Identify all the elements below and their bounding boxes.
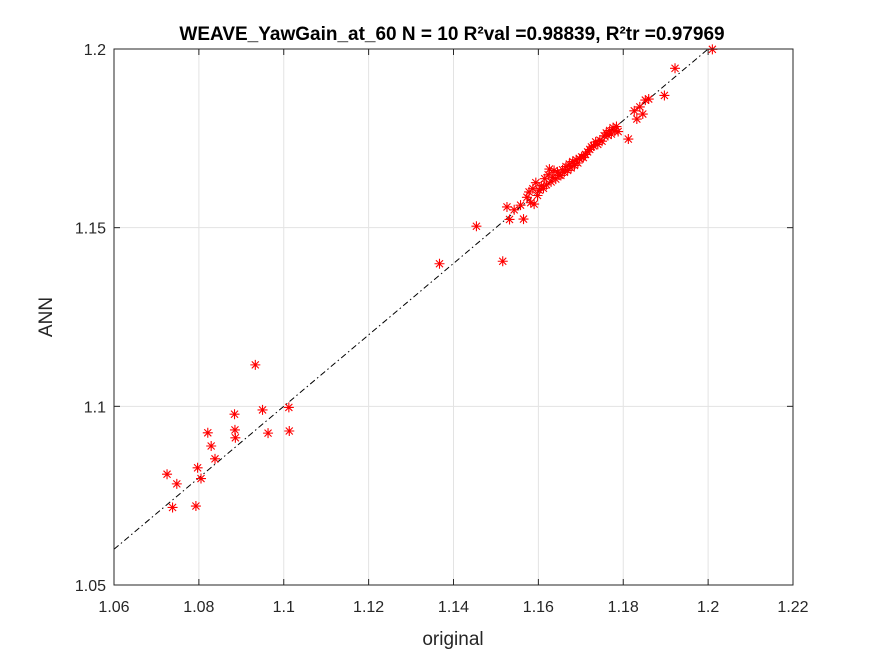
x-tick-label: 1.1: [273, 599, 295, 616]
data-point: [566, 162, 577, 173]
data-point: [631, 114, 642, 125]
data-point: [670, 63, 681, 74]
data-point: [229, 409, 240, 420]
data-point: [549, 165, 560, 176]
data-point: [206, 440, 217, 451]
data-point: [284, 425, 295, 436]
data-point: [518, 214, 529, 225]
data-point: [530, 177, 541, 188]
data-point: [529, 199, 540, 210]
data-point: [588, 140, 599, 151]
data-point: [562, 165, 573, 176]
data-point: [547, 172, 558, 183]
data-point: [643, 94, 654, 105]
data-point: [229, 424, 240, 435]
data-point: [501, 201, 512, 212]
data-point: [613, 126, 624, 137]
data-point: [497, 256, 508, 267]
data-point: [560, 161, 571, 172]
x-tick-label: 1.22: [777, 599, 808, 616]
data-point: [597, 136, 608, 147]
data-point: [546, 176, 557, 187]
y-tick-label: 1.1: [84, 399, 106, 416]
data-point: [515, 200, 526, 211]
data-point: [544, 164, 555, 175]
fit-line-group: [113, 48, 709, 550]
data-point: [162, 469, 173, 480]
data-point: [534, 185, 545, 196]
data-point: [640, 95, 651, 106]
y-tick-label: 1.15: [75, 221, 106, 238]
data-point: [504, 214, 515, 225]
data-point: [608, 122, 619, 133]
data-point: [659, 90, 670, 101]
x-tick-label: 1.12: [353, 599, 384, 616]
data-point: [602, 130, 613, 141]
data-point: [637, 109, 648, 120]
data-point: [584, 144, 595, 155]
chart-title: WEAVE_YawGain_at_60 N = 10 R²val =0.9883…: [179, 24, 724, 45]
x-tick-label: 1.16: [523, 599, 554, 616]
data-point: [559, 167, 570, 178]
data-point: [567, 156, 578, 167]
data-point: [192, 462, 203, 473]
data-point: [527, 183, 538, 194]
data-point: [578, 152, 589, 163]
data-point: [250, 359, 261, 370]
y-tick-label: 1.2: [84, 42, 106, 59]
data-point: [195, 473, 206, 484]
data-point: [525, 197, 536, 208]
x-tick-label: 1.06: [98, 599, 129, 616]
data-point: [230, 432, 241, 443]
data-points: [162, 44, 718, 513]
data-point: [594, 135, 605, 146]
data-point: [629, 105, 640, 116]
data-point: [571, 154, 582, 165]
data-point: [171, 478, 182, 489]
data-point: [190, 501, 201, 512]
data-point: [611, 121, 622, 132]
data-point: [569, 160, 580, 171]
data-point: [634, 101, 645, 112]
y-tick-label: 1.05: [75, 578, 106, 595]
data-point: [576, 151, 587, 162]
fit-line: [113, 48, 709, 550]
data-point: [471, 221, 482, 232]
data-point: [586, 141, 597, 152]
data-point: [521, 192, 532, 203]
data-point: [283, 402, 294, 413]
x-tick-label: 1.18: [608, 599, 639, 616]
data-point: [572, 157, 583, 168]
y-axis-label: ANN: [36, 297, 57, 337]
x-tick-label: 1.14: [438, 599, 469, 616]
x-axis-label: original: [422, 629, 483, 650]
x-tick-label: 1.08: [183, 599, 214, 616]
x-tick-labels: 1.06 1.08 1.1 1.12 1.14 1.16 1.18 1.2 1.22: [98, 599, 808, 616]
data-point: [167, 502, 178, 513]
data-point: [210, 453, 221, 464]
data-point: [532, 190, 543, 201]
data-point: [601, 127, 612, 138]
data-point: [543, 169, 554, 180]
data-point: [539, 173, 550, 184]
data-point: [564, 159, 575, 170]
x-tick-label: 1.2: [697, 599, 719, 616]
data-point: [434, 258, 445, 269]
data-point: [202, 427, 213, 438]
data-point: [509, 204, 520, 215]
data-point: [592, 139, 603, 150]
data-point: [541, 179, 552, 190]
data-point: [550, 174, 561, 185]
data-point: [257, 404, 268, 415]
y-tick-labels: 1.05 1.1 1.15 1.2: [75, 42, 106, 595]
data-point: [623, 134, 634, 145]
data-point: [263, 428, 274, 439]
axes-box: [113, 48, 794, 586]
